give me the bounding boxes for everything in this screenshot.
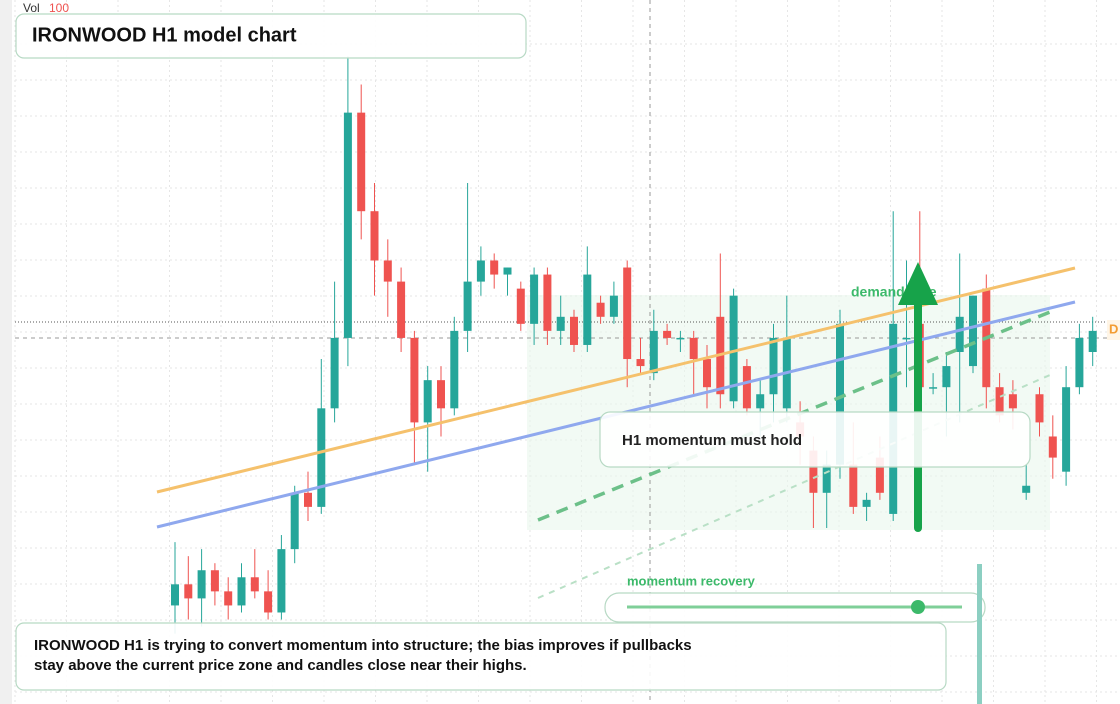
- volume-bar: [977, 564, 982, 704]
- candle-body: [663, 330, 672, 338]
- candle-body: [942, 366, 951, 388]
- candle-body: [383, 260, 392, 282]
- candle-body: [1088, 330, 1097, 352]
- candle-body: [1008, 394, 1017, 409]
- candles: [171, 56, 1097, 634]
- candle-body: [929, 387, 938, 389]
- candle-body: [224, 591, 233, 606]
- candle-body: [516, 288, 525, 324]
- candle-body: [756, 394, 765, 409]
- price-tag: [1107, 320, 1120, 340]
- candle-body: [902, 337, 911, 340]
- candle-body: [397, 281, 406, 338]
- candle-body: [410, 337, 419, 423]
- candle-body: [423, 380, 432, 423]
- candle-body: [184, 584, 193, 599]
- arrow-head: [898, 262, 938, 305]
- candle-body: [729, 295, 738, 402]
- candle-body: [1022, 485, 1031, 493]
- candle-body: [343, 112, 352, 338]
- candle-body: [583, 274, 592, 345]
- candle-body: [849, 464, 858, 507]
- candle-body: [969, 295, 977, 367]
- candle-body: [649, 330, 658, 374]
- candle-body: [570, 316, 578, 345]
- candle-body: [742, 366, 751, 409]
- annotation: momentum recovery: [627, 573, 756, 588]
- volume-value: 100: [49, 1, 69, 15]
- candle-body: [370, 211, 379, 261]
- description: IRONWOOD H1 is trying to convert momentu…: [34, 637, 692, 674]
- candle-body: [237, 577, 246, 606]
- candle-body: [277, 549, 286, 613]
- candle-body: [623, 267, 632, 360]
- candle-body: [862, 499, 871, 507]
- candle-body: [875, 457, 884, 493]
- candle-body: [503, 267, 512, 275]
- candle-body: [1035, 394, 1044, 423]
- candle-body: [769, 337, 778, 395]
- candle-body: [250, 577, 259, 592]
- candle-body: [1048, 436, 1057, 458]
- channel-line: [537, 310, 1051, 522]
- volume-label: Vol: [23, 1, 40, 15]
- annotation-box: [599, 411, 1031, 468]
- slider-knob: [911, 600, 925, 614]
- candle-body: [689, 337, 698, 360]
- candle-body: [463, 281, 472, 331]
- candle-body: [476, 260, 485, 282]
- candle-body: [1062, 387, 1071, 472]
- candle-body: [609, 295, 618, 317]
- candle-body: [330, 337, 339, 409]
- candle-body: [556, 316, 565, 331]
- candle-body: [636, 359, 645, 367]
- candle-body: [171, 584, 179, 606]
- candle-body: [450, 330, 459, 409]
- candle-body: [809, 450, 818, 493]
- candle-body: [543, 274, 552, 331]
- candle-body: [955, 316, 964, 352]
- candle-body: [357, 112, 366, 212]
- description-box: [15, 622, 947, 691]
- candle-body: [703, 359, 711, 388]
- candle-body: [304, 492, 312, 507]
- candle-body: [836, 323, 844, 465]
- candle-body: [995, 387, 1004, 416]
- candle-body: [1075, 337, 1084, 388]
- left-strip: [0, 0, 12, 704]
- description-wrap: IRONWOOD H1 is trying to convert momentu…: [34, 637, 692, 674]
- candle-body: [676, 337, 685, 340]
- annotation: H1 momentum must hold: [622, 432, 802, 449]
- chart-title: IRONWOOD H1 model chart: [32, 24, 297, 46]
- candle-body: [437, 380, 445, 409]
- candle-body: [596, 302, 605, 317]
- candle-body: [822, 464, 831, 493]
- candle-body: [264, 591, 273, 613]
- title-box: [15, 13, 527, 59]
- candle-body: [530, 274, 539, 324]
- candle-body: [197, 570, 206, 599]
- candle-body: [210, 570, 219, 592]
- candle-body: [317, 408, 326, 507]
- candle-body: [490, 260, 499, 275]
- price-tag-label: D: [1109, 321, 1118, 336]
- candle-body: [290, 492, 299, 550]
- channel-line: [537, 374, 1051, 599]
